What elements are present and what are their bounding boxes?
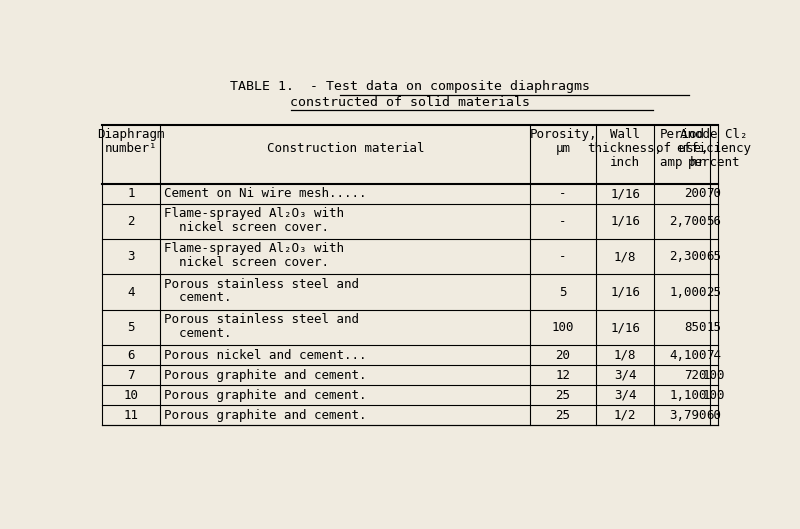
Text: -: - [559,187,567,200]
Text: 1/16: 1/16 [610,286,640,299]
Text: 3,790: 3,790 [670,409,707,422]
Text: nickel screen cover.: nickel screen cover. [163,256,329,269]
Text: efficiency: efficiency [676,142,751,155]
Text: 1/16: 1/16 [610,215,640,228]
Text: Porosity,: Porosity, [530,128,597,141]
Text: 12: 12 [555,369,570,382]
Text: 1: 1 [127,187,134,200]
Text: Flame-sprayed Al₂O₃ with: Flame-sprayed Al₂O₃ with [163,242,343,255]
Text: 25: 25 [555,409,570,422]
Text: -: - [559,215,567,228]
Text: 1/16: 1/16 [610,321,640,334]
Text: 70: 70 [706,187,722,200]
Text: amp hr: amp hr [659,156,705,169]
Text: Anode Cl₂: Anode Cl₂ [680,128,747,141]
Text: Porous graphite and cement.: Porous graphite and cement. [163,389,366,402]
Text: μm: μm [555,142,570,155]
Text: 74: 74 [706,349,722,362]
Text: 25: 25 [555,389,570,402]
Text: 1/8: 1/8 [614,349,636,362]
Text: 1/2: 1/2 [614,409,636,422]
Text: 7: 7 [127,369,134,382]
Text: 2: 2 [127,215,134,228]
Text: 1,100: 1,100 [670,389,707,402]
Text: 200: 200 [684,187,707,200]
Text: 5: 5 [559,286,567,299]
Text: thickness,: thickness, [587,142,662,155]
Text: 720: 720 [684,369,707,382]
Text: 3/4: 3/4 [614,369,636,382]
Text: Porous stainless steel and: Porous stainless steel and [163,278,358,290]
Text: cement.: cement. [163,291,231,304]
Text: number¹: number¹ [105,142,158,155]
Text: 56: 56 [706,215,722,228]
Text: 6: 6 [127,349,134,362]
Text: 20: 20 [555,349,570,362]
Text: 10: 10 [123,389,138,402]
Text: Construction material: Construction material [266,142,424,155]
Text: 100: 100 [552,321,574,334]
Text: 100: 100 [702,389,725,402]
Text: TABLE 1.  - Test data on composite diaphragms: TABLE 1. - Test data on composite diaphr… [230,80,590,94]
Text: 1/16: 1/16 [610,187,640,200]
Text: Porous stainless steel and: Porous stainless steel and [163,313,358,326]
Text: Porous graphite and cement.: Porous graphite and cement. [163,369,366,382]
Text: 100: 100 [702,369,725,382]
Text: 4: 4 [127,286,134,299]
Text: 4,100: 4,100 [670,349,707,362]
Text: 1/8: 1/8 [614,250,636,263]
Text: 15: 15 [706,321,722,334]
Text: 65: 65 [706,250,722,263]
Text: percent: percent [687,156,740,169]
Text: Flame-sprayed Al₂O₃ with: Flame-sprayed Al₂O₃ with [163,207,343,220]
Text: 3/4: 3/4 [614,389,636,402]
Text: 25: 25 [706,286,722,299]
Text: 1,000: 1,000 [670,286,707,299]
Text: cement.: cement. [163,327,231,340]
Text: 3: 3 [127,250,134,263]
Text: 60: 60 [706,409,722,422]
Text: Cement on Ni wire mesh.....: Cement on Ni wire mesh..... [163,187,366,200]
Text: Diaphragm: Diaphragm [98,128,165,141]
Text: 11: 11 [123,409,138,422]
Text: 850: 850 [684,321,707,334]
Text: Wall: Wall [610,128,640,141]
Text: -: - [559,250,567,263]
Text: 5: 5 [127,321,134,334]
Text: 2,300: 2,300 [670,250,707,263]
Text: 2,700: 2,700 [670,215,707,228]
Text: Period: Period [659,128,705,141]
Text: of use,: of use, [656,142,708,155]
Text: inch: inch [610,156,640,169]
Text: constructed of solid materials: constructed of solid materials [290,96,530,109]
Text: Porous graphite and cement.: Porous graphite and cement. [163,409,366,422]
Text: nickel screen cover.: nickel screen cover. [163,221,329,234]
Text: Porous nickel and cement...: Porous nickel and cement... [163,349,366,362]
